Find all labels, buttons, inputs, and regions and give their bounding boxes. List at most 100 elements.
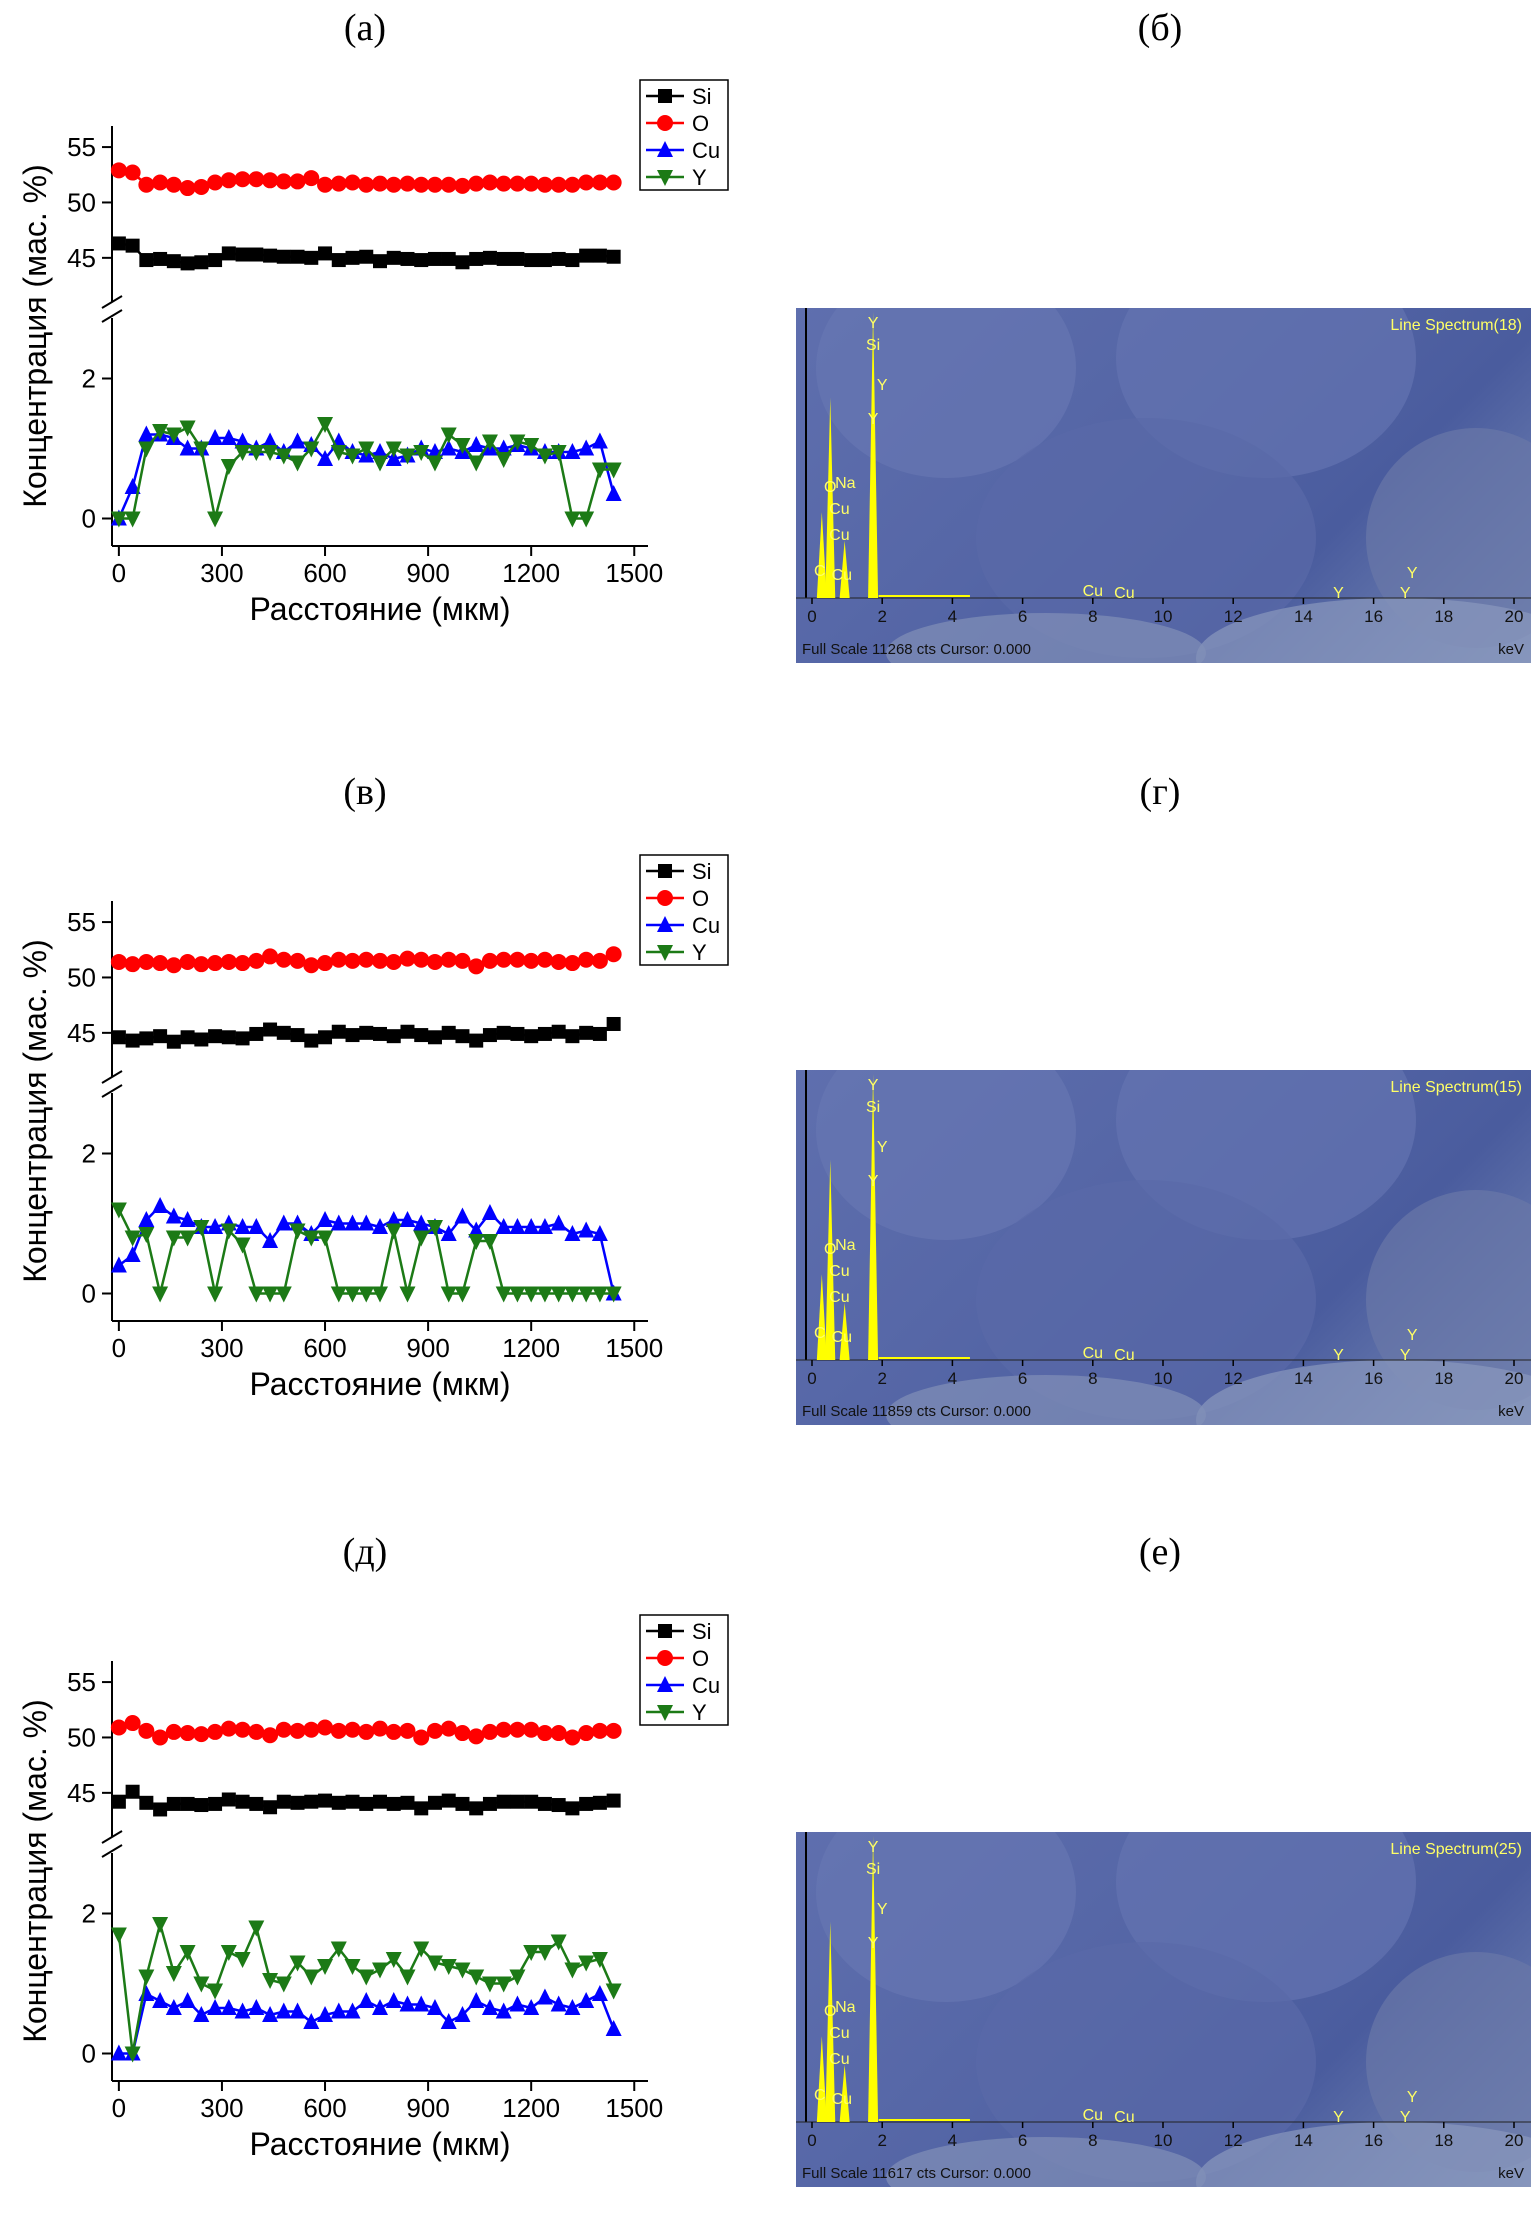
peak-label: O (824, 479, 836, 496)
data-point-o (165, 1723, 182, 1740)
x-tick-label: 900 (406, 2093, 449, 2123)
legend-marker (657, 170, 673, 186)
data-point-o (193, 178, 210, 195)
data-point-o (262, 172, 279, 189)
spectrum-tick-label: 14 (1294, 607, 1313, 626)
peak-label: Cu (829, 2051, 849, 2068)
data-point-cu (275, 2002, 292, 2019)
data-point-cu (426, 1999, 443, 2015)
peak-label: Y (1400, 2109, 1411, 2126)
x-tick-label: 900 (406, 558, 449, 588)
peak-label: Cu (829, 501, 849, 518)
panel-label-d: (д) (342, 1531, 388, 1573)
data-point-si (111, 1030, 126, 1045)
series-o (110, 1715, 622, 1746)
data-point-y (536, 1286, 553, 1303)
data-point-cu (550, 1214, 567, 1231)
legend-entry-si: Si (692, 1619, 712, 1644)
spectrum-footer: Full Scale 11268 cts Cursor: 0.000 (802, 641, 1031, 658)
data-point-y (193, 1220, 210, 1236)
data-point-si (194, 255, 209, 270)
data-point-si (510, 251, 525, 266)
data-point-si (318, 246, 333, 261)
data-point-si (427, 1030, 442, 1045)
data-point-cu (578, 439, 595, 456)
legend-entry-y: Y (692, 1700, 707, 1725)
data-point-y (152, 424, 169, 440)
spectrum-peak (816, 1274, 827, 1360)
data-point-o (454, 177, 471, 194)
data-point-si (482, 1028, 497, 1043)
data-point-si (427, 251, 442, 266)
data-point-y (578, 511, 595, 528)
data-point-y (372, 1962, 388, 1979)
data-point-o (289, 173, 306, 190)
data-point-y (275, 1286, 292, 1303)
spectrum-peak (816, 2036, 827, 2122)
data-point-o (165, 176, 182, 193)
y-tick-label: 50 (67, 1722, 96, 1752)
series-o (110, 162, 622, 197)
axis-break-mark (101, 295, 123, 309)
data-point-o (564, 1729, 581, 1746)
legend-marker (658, 864, 672, 878)
data-point-o (372, 175, 388, 192)
data-point-y (317, 1959, 334, 1975)
data-point-o (344, 1721, 361, 1738)
data-point-y (275, 1976, 292, 1993)
data-point-cu (385, 1992, 402, 2008)
data-point-y (372, 455, 388, 472)
spectrum-unit: keV (1498, 2165, 1524, 2182)
data-point-o (591, 1722, 608, 1739)
data-point-y (248, 445, 265, 461)
data-point-si (373, 254, 387, 269)
data-point-o (523, 952, 540, 969)
data-point-y (289, 1955, 306, 1972)
line-profile-chart-v: 0 300 600 900 1200 1500 45 50 55 0 2 Расстояние (мк… (17, 854, 729, 1402)
data-point-cu (317, 2006, 334, 2022)
data-point-si (455, 1029, 470, 1044)
data-point-o (385, 1723, 402, 1740)
x-tick-label: 300 (200, 1333, 243, 1363)
data-point-si (166, 1796, 181, 1811)
data-point-si (524, 1794, 539, 1809)
peak-label: Cu (832, 1329, 852, 1346)
data-point-y (495, 452, 512, 468)
x-axis-label: Расстояние (мкм) (249, 1366, 510, 1402)
legend-entry-cu: Cu (692, 1673, 720, 1698)
spectrum-tick-label: 2 (877, 2131, 886, 2150)
data-point-y (110, 1927, 127, 1944)
data-point-y (165, 427, 182, 444)
x-axis-label: Расстояние (мкм) (249, 2126, 510, 2162)
data-point-y (426, 1955, 443, 1972)
data-point-o (152, 174, 169, 191)
data-point-o (591, 174, 608, 191)
data-point-o (454, 1725, 471, 1742)
y-tick-label: 0 (82, 1279, 96, 1309)
data-point-si (510, 1794, 525, 1809)
sem-grain (1196, 2122, 1531, 2187)
data-point-y (550, 1934, 567, 1951)
spectrum-tick-label: 12 (1224, 2131, 1243, 2150)
data-point-y (262, 1286, 279, 1303)
spectrum-tick-label: 10 (1154, 2131, 1173, 2150)
data-point-y (509, 1286, 526, 1303)
peak-label: O (824, 1241, 836, 1258)
data-point-y (550, 1286, 567, 1303)
data-point-o (289, 1722, 306, 1739)
data-point-o (303, 957, 320, 974)
spectrum-footer: Full Scale 11617 cts Cursor: 0.000 (802, 2165, 1031, 2182)
spectrum-tick-label: 14 (1294, 1369, 1313, 1388)
data-point-cu (591, 1225, 608, 1241)
data-point-y (605, 1983, 622, 2000)
data-point-o (481, 952, 498, 969)
y-tick-label: 55 (67, 907, 96, 937)
data-point-o (426, 176, 443, 193)
data-point-cu (550, 1995, 567, 2012)
eds-spectrum-g: Y Si Y Y O Na Cu Cu C Cu Cu Cu Y Y Y Line Spectrum(15) 0… (796, 1070, 1531, 1425)
y-tick-label: 0 (82, 2039, 96, 2069)
data-point-o (468, 175, 485, 192)
data-point-si (166, 1034, 181, 1049)
data-point-o (509, 175, 526, 192)
data-point-cu (152, 1992, 169, 2008)
